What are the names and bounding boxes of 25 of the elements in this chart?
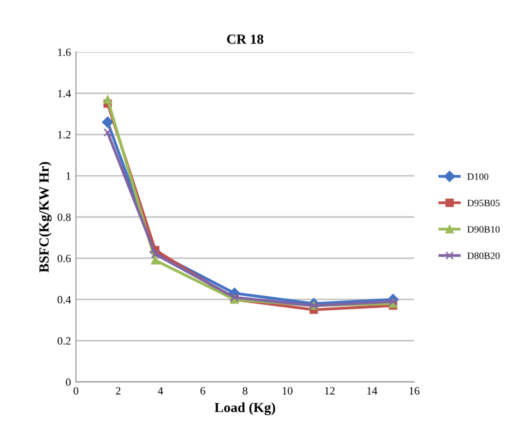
y-tick-label: 0 bbox=[66, 378, 71, 386]
y-tick-label: 1.6 bbox=[58, 48, 71, 56]
x-tick-label: 4 bbox=[158, 387, 164, 394]
legend-label: D90B10 bbox=[467, 226, 500, 233]
x-tick-label: 16 bbox=[410, 387, 420, 395]
legend-label: D80B20 bbox=[467, 252, 500, 260]
y-tick-label: 1.4 bbox=[58, 90, 71, 98]
x-tick-label: 8 bbox=[242, 387, 248, 395]
x-tick-label: 0 bbox=[74, 387, 78, 395]
y-axis-title: BSFC(Kg/KW Hr) bbox=[38, 162, 52, 272]
y-tick-label: 0.4 bbox=[58, 296, 71, 304]
y-tick-label: 0.8 bbox=[58, 213, 71, 222]
x-tick-label: 6 bbox=[200, 387, 206, 395]
y-tick-label: 1 bbox=[66, 172, 70, 180]
y-tick-label: 1.2 bbox=[58, 131, 70, 139]
chart-title: CR 18 bbox=[227, 34, 264, 44]
x-axis-title: Load (Kg) bbox=[214, 402, 276, 416]
legend-label: D95B05 bbox=[467, 200, 500, 206]
legend-label: D100 bbox=[467, 173, 488, 180]
x-tick-label: 2 bbox=[116, 387, 120, 394]
x-tick-label: 12 bbox=[325, 387, 335, 394]
y-tick-label: 0.6 bbox=[58, 254, 71, 262]
x-tick-label: 14 bbox=[367, 387, 378, 394]
x-tick-label: 10 bbox=[282, 387, 292, 395]
y-tick-label: 0.2 bbox=[58, 337, 70, 345]
